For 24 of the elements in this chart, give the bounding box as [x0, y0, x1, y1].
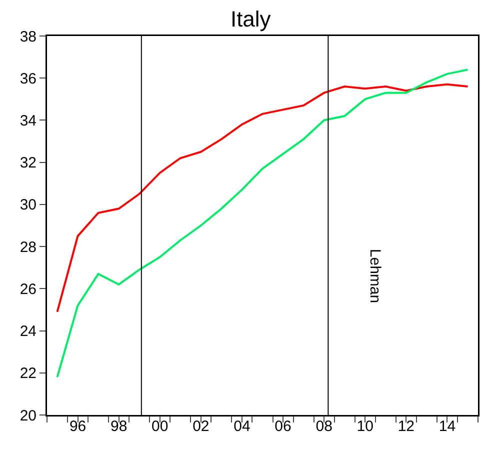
x-tick-label: 04 [234, 418, 250, 435]
y-tick-label: 36 [20, 70, 36, 88]
chart-title: Italy [230, 6, 271, 32]
y-tick-label: 24 [20, 323, 36, 340]
x-tick-label: 10 [356, 418, 374, 435]
y-tick-label: 22 [20, 365, 36, 382]
x-tick-label: 00 [152, 418, 168, 435]
y-tick-label: 32 [20, 154, 36, 172]
x-tick-label: 08 [316, 418, 332, 435]
x-tick-label: 96 [69, 418, 86, 435]
y-tick-label: 38 [20, 28, 36, 46]
x-tick-label: 14 [438, 418, 456, 435]
x-tick-label: 12 [398, 418, 415, 435]
x-tick-label: 06 [274, 418, 292, 435]
line-series [56, 83, 469, 313]
x-tick-label: 02 [192, 418, 210, 435]
y-tick-label: 20 [20, 407, 36, 424]
y-tick-label: 26 [20, 280, 36, 298]
x-tick-label: 98 [110, 418, 128, 435]
ref-line-label: Lehman [366, 248, 384, 304]
y-tick-label: 28 [20, 238, 36, 256]
y-tick-label: 30 [20, 196, 36, 214]
line-series [56, 68, 469, 378]
y-tick-label: 34 [20, 112, 36, 130]
